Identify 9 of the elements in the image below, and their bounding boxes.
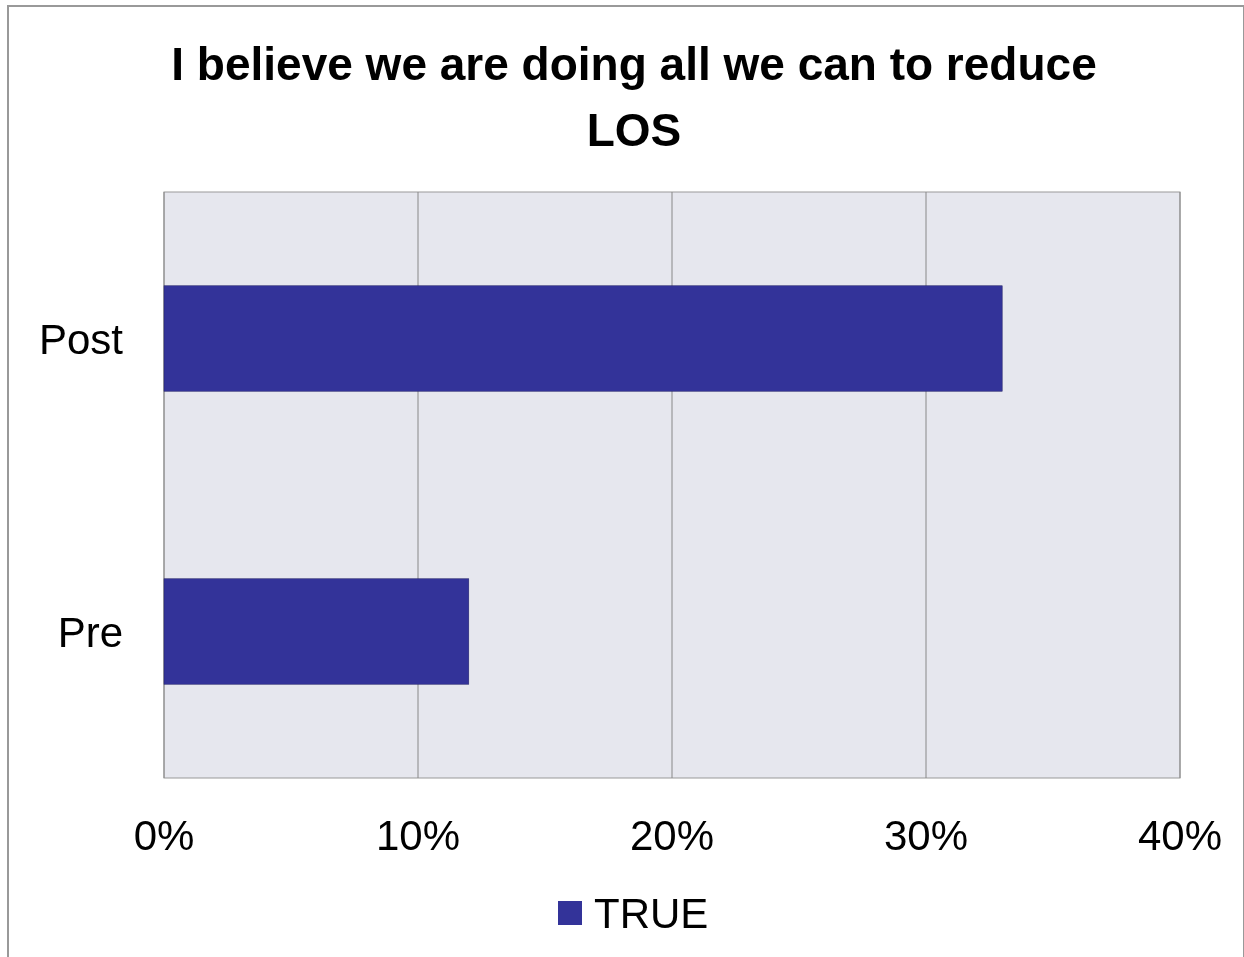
y-tick-label: Post [38,315,124,363]
chart-title: I believe we are doing all we can to reduce LOS [171,38,1097,156]
legend-label: TRUE [594,890,709,937]
x-tick-label: 10% [375,812,461,859]
x-tick-label: 20% [629,812,715,859]
y-tick-label: Pre [57,608,123,656]
x-tick-label: 40% [1137,812,1223,859]
x-tick-label: 0% [133,812,195,859]
x-tick-label: 30% [883,812,969,859]
